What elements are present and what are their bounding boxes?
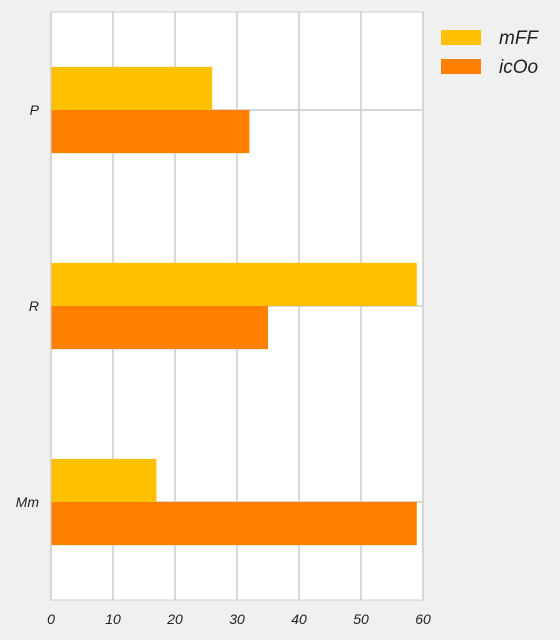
bar-mFF xyxy=(51,66,213,110)
y-tick-label: R xyxy=(29,298,39,314)
bar-mFF xyxy=(51,458,157,502)
x-axis-ticks: 0 10 20 30 40 50 60 xyxy=(47,611,431,627)
legend-label: icOo xyxy=(499,57,538,78)
x-tick-label: 40 xyxy=(291,611,307,627)
plot-border xyxy=(50,11,424,601)
bar-icOo xyxy=(51,306,268,350)
x-tick-label: 50 xyxy=(353,611,369,627)
x-tick-label: 60 xyxy=(415,611,431,627)
legend-label: mFF xyxy=(499,28,539,49)
y-tick-label: Mm xyxy=(16,494,40,510)
x-tick-label: 20 xyxy=(166,611,183,627)
x-tick-label: 30 xyxy=(229,611,245,627)
legend: mFF icOo xyxy=(441,28,539,78)
bar-icOo xyxy=(51,110,250,154)
x-tick-label: 0 xyxy=(47,611,55,627)
bar-mFF xyxy=(51,262,417,306)
legend-swatch xyxy=(441,59,481,74)
y-axis-ticks: P R Mm xyxy=(16,102,40,510)
bar-icOo xyxy=(51,502,417,546)
bars xyxy=(51,66,417,546)
y-tick-label: P xyxy=(30,102,40,118)
x-tick-label: 10 xyxy=(105,611,121,627)
legend-swatch xyxy=(441,30,481,45)
